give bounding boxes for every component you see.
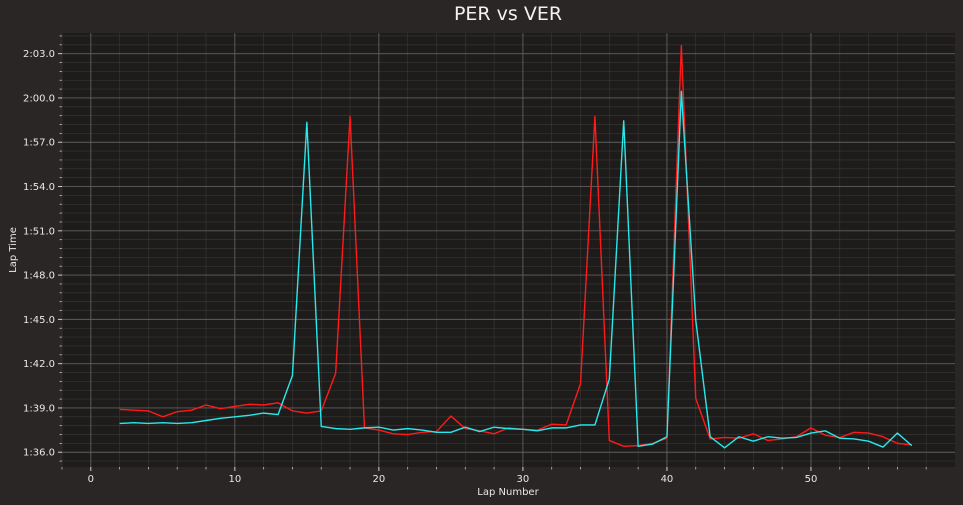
series-line-2 [119, 90, 913, 449]
x-tick-label: 30 [517, 474, 530, 485]
plot-background [62, 33, 955, 467]
x-tick-label: 0 [88, 474, 94, 485]
y-tick-label: 1:36.0 [23, 448, 55, 459]
y-tick-label: 1:54.0 [23, 182, 55, 193]
chart-title: PER vs VER [454, 3, 562, 25]
minor-grid [61, 33, 955, 467]
x-tick-label: 10 [228, 474, 241, 485]
y-tick-label: 1:51.0 [23, 226, 55, 237]
x-tick-label: 50 [805, 474, 818, 485]
x-axis-label: Lap Number [477, 487, 539, 498]
series-group [119, 44, 913, 449]
y-tick-label: 2:00.0 [23, 93, 55, 104]
x-axis-ticks: 0 10 20 30 40 50 [61, 467, 927, 485]
y-axis-label: Lap Time [8, 227, 19, 273]
x-tick-label: 20 [373, 474, 386, 485]
major-grid [62, 33, 955, 467]
x-tick-label: 40 [661, 474, 674, 485]
y-tick-label: 1:42.0 [23, 359, 55, 370]
y-axis-ticks: 1:36.0 1:39.0 1:42.0 1:45.0 1:48.0 1:51.0 1:54… [23, 35, 62, 462]
y-tick-label: 1:57.0 [23, 138, 55, 149]
y-tick-label: 1:39.0 [23, 403, 55, 414]
y-tick-label: 1:45.0 [23, 315, 55, 326]
y-tick-label: 1:48.0 [23, 271, 55, 282]
y-tick-label: 2:03.0 [23, 49, 55, 60]
